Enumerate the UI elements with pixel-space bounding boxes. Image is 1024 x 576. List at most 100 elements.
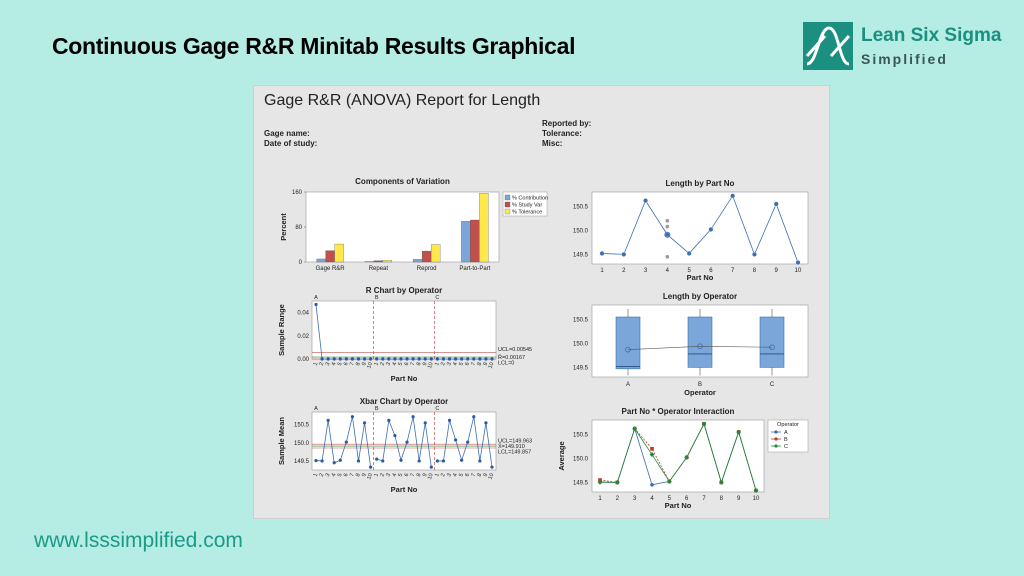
data-point: [447, 418, 452, 422]
data-point: [387, 357, 391, 361]
y-axis-label: Average: [557, 441, 566, 470]
individual-point: [665, 224, 670, 229]
x-tick-label: 1: [598, 496, 602, 502]
plot-area: [311, 300, 497, 360]
y-tick-label: 0.04: [297, 311, 309, 317]
x-tick-label: 7: [731, 268, 735, 274]
x-tick-label: 6: [343, 473, 350, 478]
plot-area: [591, 419, 765, 493]
x-tick-label: 9: [422, 473, 429, 478]
bar-study-var: [373, 260, 384, 263]
bar-study-var: [421, 250, 432, 263]
x-tick-label: 2: [379, 362, 386, 367]
y-tick-label: 150.0: [573, 228, 589, 234]
y-tick-label: 0: [299, 260, 303, 266]
x-tick-label: 10: [366, 362, 374, 370]
legend-swatch: [504, 194, 511, 201]
data-point: [362, 357, 367, 361]
mean-marker: [697, 343, 703, 350]
data-point: [447, 357, 452, 361]
part-mean-point: [621, 251, 627, 257]
x-tick-label: 6: [404, 362, 411, 367]
data-point: [356, 459, 361, 463]
logo-text-main: Lean Six Sigma: [861, 25, 1002, 46]
slide-title: Continuous Gage R&R Minitab Results Grap…: [52, 33, 576, 59]
report-title: Gage R&R (ANOVA) Report for Length: [264, 92, 541, 109]
x-tick-label: 6: [709, 268, 713, 274]
x-tick-label: 1: [434, 473, 441, 478]
data-point: [466, 357, 470, 361]
data-point: [393, 357, 397, 361]
data-point: [393, 433, 397, 438]
operator-group-label: A: [314, 406, 318, 412]
x-tick-label: Repeat: [369, 266, 389, 272]
data-point: [350, 357, 355, 361]
part-mean-point: [795, 260, 801, 266]
chart-title: Length by Part No: [666, 179, 735, 188]
iqr-box: [687, 316, 713, 368]
data-point: [411, 415, 415, 419]
y-tick-label: 0.00: [297, 357, 309, 363]
x-tick-label: Reprod: [417, 266, 437, 272]
x-tick-label: 4: [452, 362, 459, 367]
data-point: [332, 357, 336, 361]
plot-area: [311, 411, 497, 471]
part-mean-point: [751, 251, 757, 257]
x-tick-label: 3: [446, 362, 453, 367]
series-line: [315, 416, 372, 468]
data-point: [417, 357, 421, 361]
y-axis-label: Percent: [279, 213, 288, 241]
series-line-c: [600, 422, 757, 491]
x-tick-label: 6: [404, 473, 411, 478]
misc-label: Misc:: [542, 139, 563, 148]
data-point: [472, 357, 476, 361]
point-operator-c: [718, 480, 724, 485]
x-tick-label: 7: [410, 473, 417, 478]
x-tick-label: 7: [349, 473, 356, 478]
x-tick-label: A: [626, 382, 630, 388]
data-point: [399, 458, 403, 462]
data-point: [484, 421, 488, 425]
x-tick-label: Part-to-Part: [459, 266, 490, 272]
data-point: [484, 357, 488, 361]
legend-swatch: [504, 201, 511, 208]
length-by-part-no-chart: Length by Part No 149.5 150.0 150.5 1 2 3 4 5 6 7 8…: [544, 174, 831, 284]
x-tick-label: 4: [392, 362, 399, 367]
x-axis-label: Operator: [684, 388, 716, 397]
mean-connect-line: [627, 345, 773, 350]
legend-label: A: [784, 430, 788, 436]
x-tick-label: 8: [416, 362, 423, 367]
x-tick-label: 6: [343, 362, 350, 367]
control-label-lcl: LCL=149.857: [498, 449, 531, 455]
xbar-chart-by-operator: Xbar Chart by Operator 149.5 150.0 150.5 Sam…: [254, 395, 544, 507]
data-point: [314, 458, 318, 463]
x-tick-label: 7: [349, 362, 356, 367]
x-tick-label: 5: [458, 473, 465, 478]
legend-label: % Study Var: [512, 203, 542, 209]
data-point: [429, 465, 433, 469]
part-mean-point: [708, 226, 714, 232]
x-tick-label: 6: [685, 496, 689, 502]
y-axis-label: Sample Mean: [277, 417, 286, 465]
data-point: [344, 440, 348, 444]
x-tick-label: 10: [753, 496, 760, 502]
chart-title: R Chart by Operator: [366, 286, 442, 295]
x-tick-label: 1: [373, 473, 380, 478]
bar-study-var: [470, 219, 480, 263]
x-tick-label: Gage R&R: [316, 266, 346, 272]
x-tick-label: 1: [600, 268, 604, 274]
point-operator-c: [753, 488, 759, 493]
bar-tolerance: [430, 244, 441, 263]
data-point: [314, 302, 318, 307]
x-tick-label: 4: [666, 268, 670, 274]
x-tick-label: C: [770, 382, 775, 388]
x-tick-label: 10: [366, 473, 374, 481]
x-tick-label: 8: [720, 496, 724, 502]
x-tick-label: 10: [795, 268, 802, 274]
series-line: [315, 304, 371, 360]
iqr-box: [615, 316, 641, 370]
data-point: [460, 458, 464, 462]
legend-swatch: [504, 208, 511, 215]
legend-label: % Tolerance: [512, 210, 542, 216]
data-point: [490, 357, 494, 361]
